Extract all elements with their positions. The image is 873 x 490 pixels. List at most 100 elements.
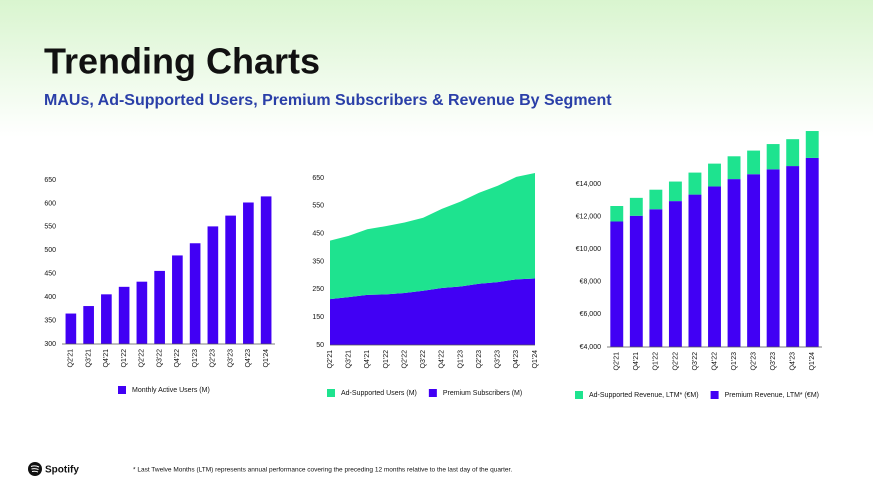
y-tick-label: 350	[312, 258, 324, 265]
legend-label: Ad-Supported Users (M)	[341, 390, 417, 397]
y-tick-label: €4,000	[580, 344, 602, 351]
x-tick-label: Q4'22	[711, 352, 718, 371]
logo-waves	[30, 465, 40, 473]
y-tick-label: 450	[312, 231, 324, 238]
x-tick-label: Q3'23	[227, 349, 234, 368]
bar-segment	[747, 150, 761, 175]
x-tick-label: Q1'23	[192, 349, 199, 368]
y-tick-label: 650	[44, 177, 56, 184]
bar	[207, 226, 219, 344]
x-tick-label: Q4'21	[633, 352, 640, 371]
x-tick-label: Q4'21	[103, 349, 110, 368]
x-tick-label: Q3'22	[420, 350, 427, 369]
bar-segment	[649, 189, 663, 210]
legend-swatch	[575, 391, 583, 399]
bar-segment	[708, 186, 721, 347]
x-tick-label: Q3'22	[156, 349, 163, 368]
y-tick-label: €6,000	[580, 311, 602, 318]
x-tick-label: Q1'22	[653, 352, 660, 371]
legend-label: Premium Revenue, LTM* (€M)	[725, 392, 819, 399]
x-tick-label: Q1'24	[809, 352, 816, 371]
y-tick-label: €12,000	[576, 213, 601, 220]
x-tick-label: Q4'21	[364, 350, 371, 369]
y-tick-label: €10,000	[576, 246, 601, 253]
legend-label: Ad-Supported Revenue, LTM* (€M)	[589, 392, 699, 399]
x-tick-label: Q2'22	[401, 350, 408, 369]
bar-segment	[629, 215, 643, 347]
bar-segment	[727, 179, 741, 347]
y-tick-label: 550	[44, 224, 56, 231]
bar-segment	[688, 194, 702, 347]
x-tick-label: Q2'21	[327, 350, 334, 369]
bar-segment	[668, 181, 682, 202]
x-tick-label: Q3'21	[85, 349, 92, 368]
bar	[118, 286, 130, 344]
bar	[83, 306, 94, 344]
x-tick-label: Q1'24	[532, 350, 539, 369]
legend-label: Monthly Active Users (M)	[132, 387, 210, 394]
y-tick-label: 250	[312, 286, 324, 293]
x-tick-label: Q2'23	[750, 352, 757, 371]
y-tick-label: 50	[316, 342, 324, 349]
bar-segment	[805, 131, 819, 158]
footnote: * Last Twelve Months (LTM) represents an…	[133, 467, 512, 474]
bar-segment	[766, 144, 780, 170]
bar-segment	[766, 169, 780, 347]
x-tick-label: Q1'22	[383, 350, 390, 369]
legend-swatch	[428, 389, 437, 397]
x-tick-label: Q1'23	[457, 350, 464, 369]
bar-segment	[708, 163, 721, 187]
area	[330, 278, 535, 345]
y-tick-label: 450	[44, 271, 56, 278]
x-tick-label: Q2'21	[68, 349, 75, 368]
x-tick-label: Q3'22	[692, 352, 699, 371]
bar	[101, 294, 112, 344]
slide-title: Trending Charts	[44, 41, 320, 82]
x-tick-label: Q3'23	[770, 352, 777, 371]
x-tick-label: Q2'21	[614, 352, 621, 371]
y-tick-label: 300	[44, 341, 56, 348]
bar-segment	[805, 157, 819, 347]
bar	[154, 270, 165, 344]
x-tick-label: Q1'23	[731, 352, 738, 371]
bar-segment	[649, 209, 663, 347]
x-tick-label: Q4'23	[245, 349, 252, 368]
x-tick-label: Q1'24	[263, 349, 270, 368]
y-tick-label: 150	[312, 314, 324, 321]
bar-segment	[786, 166, 800, 347]
legend-swatch	[710, 391, 719, 399]
x-tick-label: Q1'22	[121, 349, 128, 368]
bar	[65, 313, 77, 344]
bar-segment	[629, 197, 643, 216]
x-tick-label: Q4'22	[174, 349, 181, 368]
bar	[172, 255, 183, 344]
bar-segment	[610, 206, 624, 222]
area	[330, 172, 535, 300]
y-tick-label: €8,000	[580, 279, 602, 286]
legend-label: Premium Subscribers (M)	[443, 390, 522, 397]
bar	[136, 281, 148, 344]
x-tick-label: Q2'22	[139, 349, 146, 368]
bar	[243, 202, 254, 344]
y-tick-label: 600	[44, 200, 56, 207]
x-tick-label: Q3'21	[345, 350, 352, 369]
y-tick-label: 500	[44, 247, 56, 254]
x-tick-label: Q4'22	[439, 350, 446, 369]
x-tick-label: Q2'22	[672, 352, 679, 371]
bar	[189, 243, 201, 344]
bar-segment	[786, 139, 800, 167]
y-tick-label: 650	[312, 175, 324, 182]
bar-segment	[747, 174, 761, 347]
x-tick-label: Q4'23	[790, 352, 797, 371]
bar-segment	[610, 221, 624, 347]
logo-text: Spotify	[45, 465, 79, 476]
legend-swatch	[118, 386, 126, 394]
bar	[260, 196, 272, 344]
bar-segment	[668, 201, 682, 347]
slide-subtitle: MAUs, Ad-Supported Users, Premium Subscr…	[44, 92, 612, 109]
bar-segment	[688, 172, 702, 195]
y-tick-label: 400	[44, 294, 56, 301]
y-tick-label: 550	[312, 203, 324, 210]
legend-swatch	[327, 389, 335, 397]
